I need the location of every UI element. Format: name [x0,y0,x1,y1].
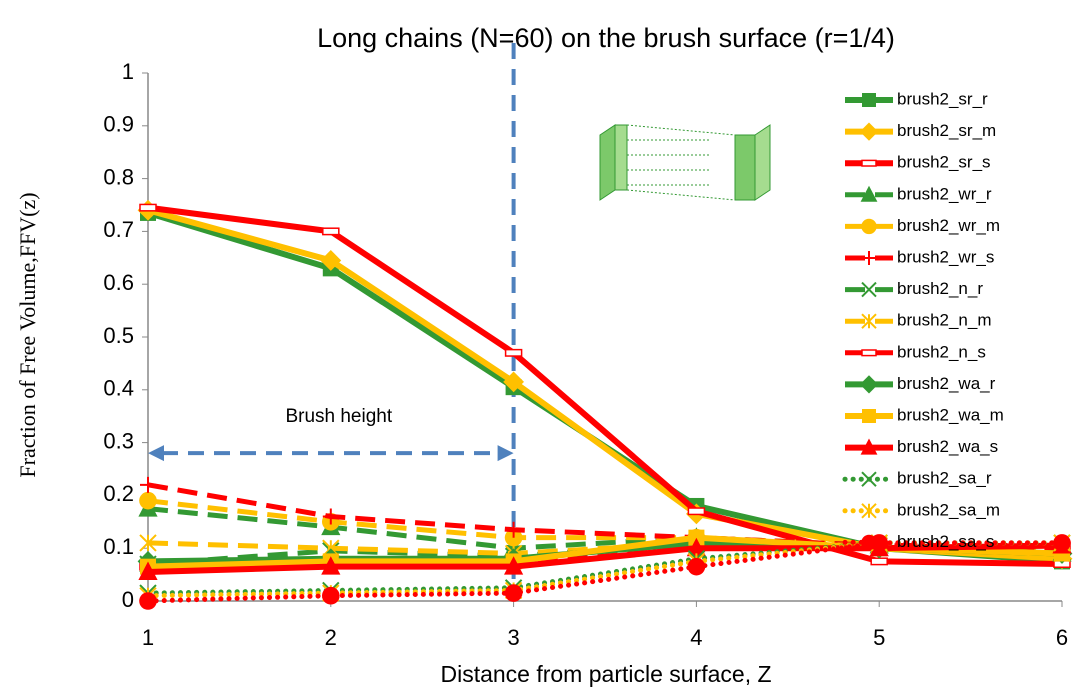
legend-item: brush2_wa_s [845,437,998,456]
y-tick-label: 0 [122,587,134,612]
y-tick-label: 0.4 [103,376,134,401]
series-line [147,204,1063,568]
legend-label: brush2_n_m [897,311,992,330]
legend-item: brush2_n_m [845,311,992,330]
y-tick-label: 0.6 [103,270,134,295]
x-tick-label: 2 [325,625,337,650]
marker [870,557,888,566]
marker [859,375,879,394]
legend-item: brush2_sa_s [842,532,994,551]
series-line [145,540,1065,599]
legend-item: brush2_sa_m [842,500,1000,519]
x-tick-label: 5 [873,625,885,650]
y-tick-label: 1 [122,59,134,84]
arrow-head [497,445,514,462]
marker [860,185,878,202]
y-tick-label: 0.1 [103,534,134,559]
marker [861,218,877,235]
marker [861,281,877,298]
y-tick-label: 0.5 [103,323,134,348]
legend-item: brush2_wr_m [845,216,1000,235]
marker [860,438,878,455]
marker [139,491,157,510]
marker [139,203,157,212]
marker [687,507,706,516]
chart-title: Long chains (N=60) on the brush surface … [317,23,895,53]
marker [688,529,705,546]
marker [322,586,340,605]
marker [321,556,341,575]
y-axis-label: Fraction of Free Volume,FFV(z) [15,192,40,477]
marker [861,349,877,357]
marker [861,503,877,519]
marker [320,250,342,271]
legend-label: brush2_sa_r [897,469,992,488]
legend-item: brush2_n_s [845,342,986,361]
legend-label: brush2_wr_s [897,247,994,266]
y-tick-label: 0.8 [103,164,134,189]
marker [139,534,157,552]
marker [504,584,523,602]
marker [138,561,158,580]
legend-label: brush2_n_s [897,342,986,361]
marker [861,471,877,487]
legend-label: brush2_wa_m [897,405,1004,424]
legend-label: brush2_sr_s [897,153,991,172]
legend-item: brush2_sr_r [845,89,988,108]
marker [862,409,876,423]
legend-item: brush2_wa_r [845,374,996,394]
legend-item: brush2_sr_s [845,153,991,172]
legend-label: brush2_sr_m [897,121,996,140]
inset-illustration [599,124,771,201]
marker [504,348,523,357]
series-line [145,540,1065,596]
x-tick-label: 3 [507,625,519,650]
legend-label: brush2_wa_s [897,437,998,456]
marker [505,521,522,538]
marker [322,227,340,236]
legend-item: brush2_sa_r [842,469,992,488]
marker [862,93,876,107]
marker [687,557,706,576]
legend-item: brush2_sr_m [845,121,996,141]
legend-label: brush2_sa_s [897,532,994,551]
y-tick-label: 0.9 [103,112,134,137]
y-tick-label: 0.7 [103,217,134,242]
legend-item: brush2_n_r [845,279,983,298]
marker [861,159,877,167]
legend-item: brush2_wr_r [845,184,992,203]
marker [861,313,877,329]
y-tick-label: 0.3 [103,428,134,453]
marker [862,251,876,265]
legend-label: brush2_wa_r [897,374,996,393]
marker [322,508,339,525]
legend-item: brush2_wr_s [845,247,994,266]
marker [1053,534,1071,552]
y-tick-label: 0.2 [103,481,134,506]
x-tick-label: 4 [690,625,702,650]
marker [859,122,879,141]
x-tick-label: 1 [142,625,154,650]
legend-label: brush2_n_r [897,279,983,298]
x-axis-label: Distance from particle surface, Z [440,661,771,687]
marker [139,592,157,610]
marker [140,476,156,493]
annotation: Brush height [285,406,392,427]
marker [504,556,524,575]
legend-label: brush2_sr_r [897,89,988,108]
x-tick-label: 6 [1056,625,1068,650]
legend-label: brush2_wr_r [897,184,992,203]
marker [686,537,706,557]
marker [503,371,524,393]
arrow-head [148,445,164,462]
marker [861,534,877,551]
legend-label: brush2_sa_m [897,500,1000,519]
series-line [147,542,1063,575]
series-line [145,540,1065,604]
legend-item: brush2_wa_m [845,405,1004,424]
legend-label: brush2_wr_m [897,216,1000,235]
